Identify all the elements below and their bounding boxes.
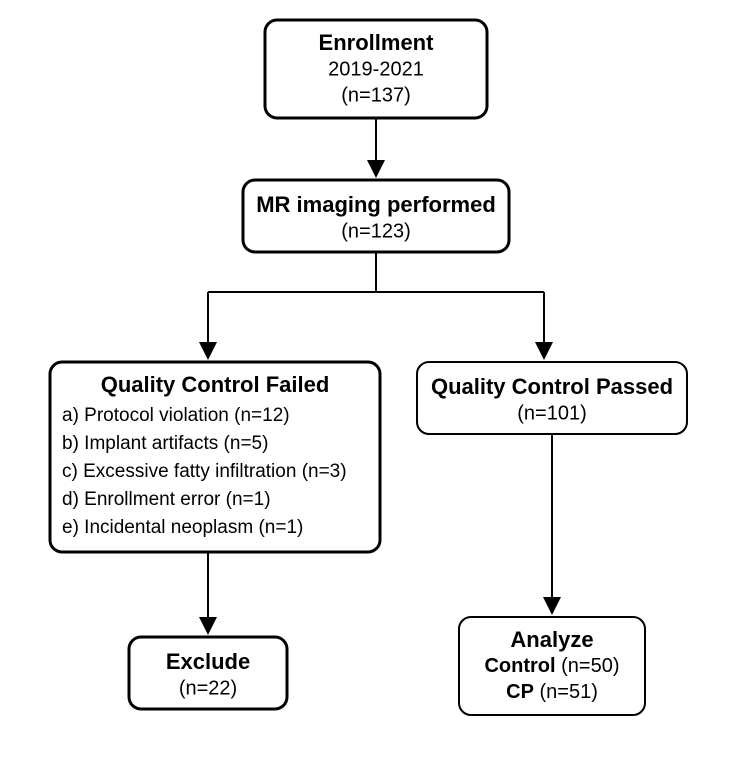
- enrollment-n: (n=137): [341, 84, 411, 106]
- flowchart: Enrollment 2019-2021 (n=137) MR imaging …: [0, 0, 735, 760]
- qc-failed-b: b) Implant artifacts (n=5): [62, 433, 268, 454]
- mri-title: MR imaging performed: [256, 192, 496, 217]
- analyze-control-n: (n=50): [556, 655, 620, 677]
- qc-failed-d: d) Enrollment error (n=1): [62, 489, 271, 510]
- exclude-title: Exclude: [166, 649, 250, 674]
- enrollment-years: 2019-2021: [328, 58, 424, 80]
- qc-failed-c: c) Excessive fatty infiltration (n=3): [62, 461, 347, 482]
- enrollment-title: Enrollment: [319, 30, 435, 55]
- analyze-cp-n: (n=51): [534, 681, 598, 703]
- qc-passed-title: Quality Control Passed: [431, 374, 673, 399]
- qc-failed-a: a) Protocol violation (n=12): [62, 405, 290, 426]
- qc-passed-n: (n=101): [517, 402, 587, 424]
- qc-failed-title: Quality Control Failed: [101, 372, 330, 397]
- mri-n: (n=123): [341, 220, 411, 242]
- edge-mri-branch: [208, 252, 544, 357]
- analyze-cp-line: CP (n=51): [506, 681, 598, 703]
- exclude-n: (n=22): [179, 677, 237, 699]
- qc-failed-e: e) Incidental neoplasm (n=1): [62, 517, 303, 538]
- analyze-title: Analyze: [510, 627, 593, 652]
- analyze-cp-label: CP: [506, 681, 534, 703]
- analyze-control-label: Control: [484, 655, 555, 677]
- analyze-control-line: Control (n=50): [484, 655, 619, 677]
